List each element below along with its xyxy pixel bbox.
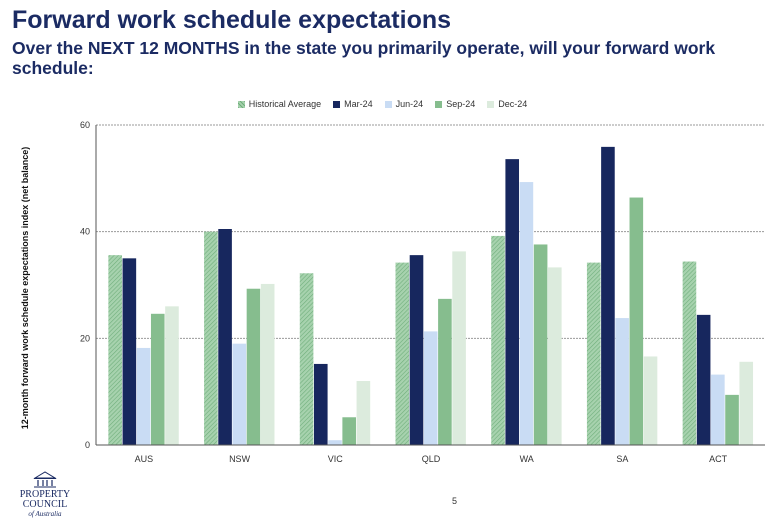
bar-vic-jun-24 <box>328 440 342 445</box>
bar-sa-dec-24 <box>643 356 658 445</box>
legend-item-mar-24: Mar-24 <box>333 99 373 109</box>
bar-qld-sep-24 <box>438 298 452 445</box>
bars <box>108 146 754 446</box>
legend-label: Jun-24 <box>395 99 424 109</box>
y-tick-label: 20 <box>80 333 90 343</box>
x-tick-label: QLD <box>422 454 441 464</box>
legend-item-dec-24: Dec-24 <box>487 99 527 109</box>
bar-aus-jun-24 <box>136 347 151 445</box>
bar-aus-sep-24 <box>150 313 165 445</box>
bar-wa-sep-24 <box>533 244 548 445</box>
legend-swatch-sep-24 <box>435 100 443 108</box>
legend-label: Dec-24 <box>498 99 528 109</box>
bar-wa-historical-average <box>491 235 505 445</box>
bar-wa-dec-24 <box>548 267 562 445</box>
bar-vic-mar-24 <box>313 363 328 445</box>
page-title: Forward work schedule expectations <box>12 6 452 34</box>
x-tick-label: NSW <box>229 454 251 464</box>
bar-sa-mar-24 <box>601 146 615 445</box>
bar-qld-jun-24 <box>423 331 438 445</box>
bar-qld-historical-average <box>395 262 410 445</box>
bar-nsw-mar-24 <box>218 229 232 445</box>
y-tick-label: 40 <box>80 227 90 237</box>
bar-act-mar-24 <box>696 314 711 445</box>
bar-sa-sep-24 <box>629 197 644 445</box>
bar-nsw-historical-average <box>204 231 218 445</box>
bar-act-dec-24 <box>739 361 754 445</box>
gridlines <box>96 124 765 339</box>
building-icon <box>33 471 57 488</box>
legend-swatch-jun-24 <box>384 100 392 108</box>
page-subtitle: Over the NEXT 12 MONTHS in the state you… <box>12 38 716 78</box>
bar-qld-dec-24 <box>452 251 466 445</box>
bar-sa-jun-24 <box>615 318 629 445</box>
axes: 0 20 40 60 AUS NSW VIC QLD WA SA ACT <box>80 120 765 464</box>
legend-swatch-mar-24 <box>333 100 341 108</box>
bar-act-jun-24 <box>711 374 725 445</box>
legend-swatch-dec-24 <box>487 100 495 108</box>
legend-label: Sep-24 <box>446 99 476 109</box>
bar-wa-jun-24 <box>519 182 534 446</box>
legend-item-historical-average: Historical Average <box>237 99 322 109</box>
logo-text-line3: of Australia <box>28 510 62 518</box>
x-tick-label: ACT <box>709 454 728 464</box>
legend-item-sep-24: Sep-24 <box>435 99 475 109</box>
bar-wa-mar-24 <box>505 159 520 445</box>
bar-vic-historical-average <box>299 273 314 445</box>
bar-vic-dec-24 <box>356 381 371 445</box>
x-tick-label: AUS <box>135 454 154 464</box>
bar-aus-historical-average <box>108 255 122 445</box>
page-number: 5 <box>452 496 458 506</box>
bar-nsw-dec-24 <box>260 283 275 445</box>
legend-label: Historical Average <box>248 99 322 109</box>
bar-nsw-sep-24 <box>246 288 261 445</box>
logo-text-line2: COUNCIL <box>22 499 68 510</box>
chart-legend: Historical Average Mar-24 Jun-24 Sep-24 … <box>0 99 765 109</box>
bar-qld-mar-24 <box>409 255 424 445</box>
logo-text-line1: PROPERTY <box>19 489 71 500</box>
y-tick-label: 0 <box>85 440 90 450</box>
bar-act-sep-24 <box>725 394 739 445</box>
y-tick-label: 60 <box>80 120 90 130</box>
bar-nsw-jun-24 <box>232 343 247 445</box>
bar-vic-sep-24 <box>342 417 356 445</box>
bar-aus-dec-24 <box>165 306 179 445</box>
property-council-logo: PROPERTY COUNCIL of Australia <box>10 470 80 524</box>
x-tick-label: VIC <box>328 454 344 464</box>
legend-swatch-historical-average <box>237 100 245 108</box>
bar-act-historical-average <box>682 261 697 445</box>
bar-aus-mar-24 <box>122 258 137 445</box>
bar-sa-historical-average <box>586 262 601 445</box>
x-tick-label: WA <box>520 454 534 464</box>
legend-label: Mar-24 <box>344 99 373 109</box>
x-tick-label: SA <box>616 454 628 464</box>
legend-item-jun-24: Jun-24 <box>384 99 424 109</box>
